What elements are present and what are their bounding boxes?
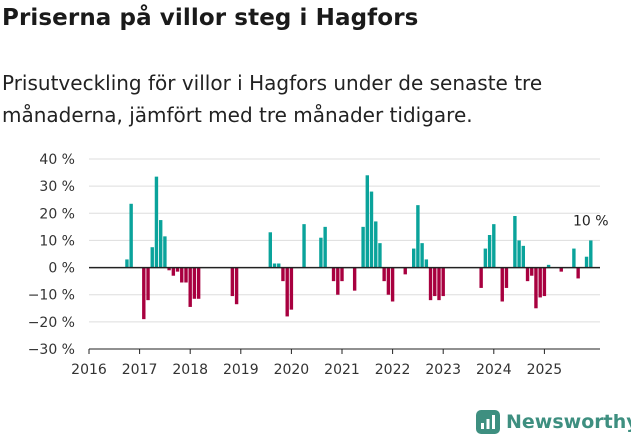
y-tick-label: 40 % bbox=[39, 152, 75, 168]
bar bbox=[390, 267, 395, 302]
newsworthy-brand: Newsworthy bbox=[476, 407, 631, 437]
bar bbox=[129, 203, 133, 268]
bar bbox=[589, 240, 593, 268]
bar bbox=[234, 267, 239, 305]
bar bbox=[538, 267, 542, 298]
y-tick-label: −10 % bbox=[28, 288, 75, 304]
y-tick-label: −20 % bbox=[28, 315, 75, 331]
bar bbox=[374, 221, 378, 268]
bar bbox=[479, 267, 483, 288]
x-tick-label: 2017 bbox=[122, 362, 158, 378]
bar bbox=[437, 267, 441, 301]
bar bbox=[188, 267, 192, 307]
x-tick-label: 2020 bbox=[274, 362, 310, 378]
bar bbox=[150, 247, 154, 268]
x-tick-label: 2021 bbox=[324, 362, 360, 378]
bar bbox=[500, 267, 504, 302]
bar bbox=[125, 259, 129, 268]
bar bbox=[352, 267, 357, 291]
y-tick-label: 10 % bbox=[39, 233, 75, 249]
x-tick-label: 2019 bbox=[223, 362, 259, 378]
bar bbox=[572, 248, 576, 268]
bar bbox=[487, 235, 492, 268]
bar bbox=[424, 259, 429, 268]
bar bbox=[192, 267, 197, 299]
y-tick-label: 20 % bbox=[39, 206, 75, 222]
bar bbox=[154, 176, 159, 268]
bar bbox=[530, 267, 534, 276]
bar bbox=[196, 267, 201, 299]
bar bbox=[319, 237, 323, 268]
bar bbox=[521, 245, 525, 268]
bar bbox=[159, 220, 163, 268]
bar bbox=[492, 224, 496, 268]
bar bbox=[331, 267, 336, 282]
x-tick-label: 2024 bbox=[476, 362, 512, 378]
x-tick-label: 2025 bbox=[527, 362, 563, 378]
bar bbox=[285, 267, 289, 317]
bar bbox=[483, 248, 488, 268]
bar bbox=[525, 267, 530, 282]
bar bbox=[184, 267, 188, 283]
bar bbox=[336, 267, 340, 295]
bar bbox=[323, 226, 327, 268]
bar bbox=[230, 267, 235, 297]
bar bbox=[504, 267, 509, 288]
bar bbox=[403, 267, 407, 275]
y-tick-label: 0 % bbox=[48, 261, 75, 277]
bar bbox=[340, 267, 344, 282]
bar bbox=[146, 267, 150, 301]
bar bbox=[559, 267, 563, 272]
x-tick-label: 2022 bbox=[375, 362, 411, 378]
bar bbox=[163, 236, 167, 268]
bar bbox=[441, 267, 445, 297]
bar bbox=[546, 264, 551, 268]
bars bbox=[125, 175, 593, 320]
bar bbox=[175, 267, 180, 272]
x-tick-label: 2016 bbox=[71, 362, 107, 378]
bar bbox=[378, 243, 382, 268]
chart-title: Priserna på villor steg i Hagfors bbox=[2, 5, 419, 31]
bar bbox=[281, 267, 285, 282]
chart-subtitle: Prisutveckling för villor i Hagfors unde… bbox=[2, 71, 543, 127]
bar bbox=[386, 267, 391, 295]
bar bbox=[584, 256, 589, 268]
bar bbox=[534, 267, 538, 309]
axes: −30 % −20 % −10 % 0 % 10 % 20 % 30 % 40 % 2016 20… bbox=[28, 152, 609, 378]
bar bbox=[412, 248, 416, 268]
bar bbox=[428, 267, 433, 301]
bar bbox=[416, 205, 420, 268]
bar bbox=[268, 232, 272, 268]
bar bbox=[513, 216, 517, 268]
y-tick-label: −30 % bbox=[28, 342, 75, 358]
bar bbox=[365, 175, 369, 268]
bar bbox=[361, 226, 365, 268]
bar bbox=[171, 267, 176, 276]
x-tick-label: 2023 bbox=[425, 362, 461, 378]
bar bbox=[382, 267, 386, 282]
x-tick-label: 2018 bbox=[172, 362, 208, 378]
bar bbox=[167, 267, 171, 271]
bar bbox=[289, 267, 294, 310]
bar bbox=[180, 267, 184, 283]
bar bbox=[142, 267, 146, 320]
bar bbox=[542, 267, 547, 297]
bar bbox=[277, 263, 281, 268]
latest-value-annotation: 10 % bbox=[573, 213, 609, 229]
bar bbox=[302, 224, 306, 268]
bar bbox=[272, 263, 277, 268]
bar bbox=[369, 191, 374, 268]
bar bbox=[433, 267, 437, 297]
brand-name: Newsworthy bbox=[506, 411, 631, 433]
bar bbox=[420, 243, 424, 268]
bar bbox=[576, 267, 580, 279]
bar bbox=[517, 240, 521, 268]
y-tick-label: 30 % bbox=[39, 179, 75, 195]
newsworthy-logo-icon bbox=[476, 410, 500, 434]
